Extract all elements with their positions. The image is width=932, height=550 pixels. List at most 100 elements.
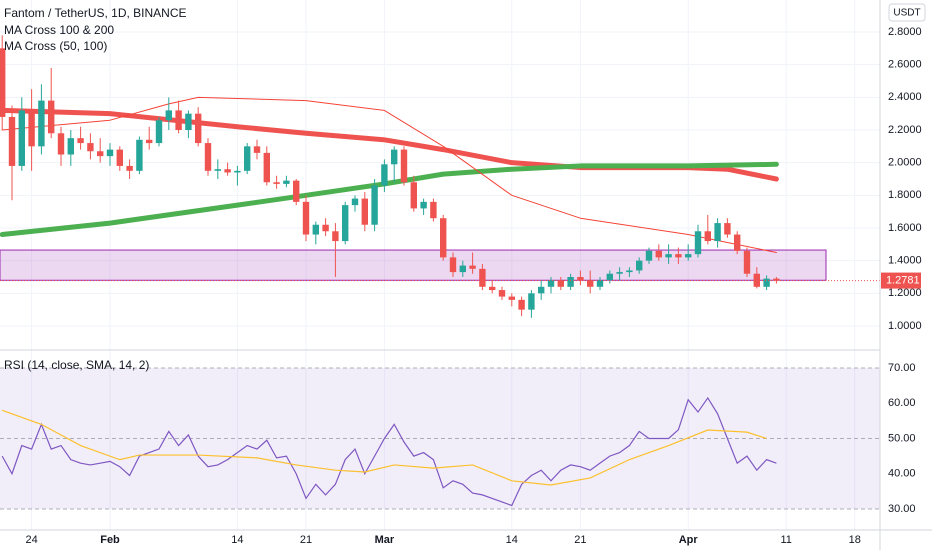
rsi-band [0, 367, 880, 509]
candle-body [596, 280, 604, 287]
y-tick-label: 1.6000 [888, 222, 922, 234]
overlay-legend: MA Cross 100 & 200 [4, 23, 114, 37]
candle-body [273, 182, 280, 184]
candle-body [293, 180, 300, 202]
candle-body [332, 231, 339, 242]
candle-body [214, 169, 221, 171]
candle-body [312, 224, 319, 235]
candle-body [489, 286, 496, 291]
candle-body [87, 143, 94, 152]
rsi-pane [0, 367, 880, 510]
candle-body [655, 250, 662, 258]
y-tick-label: 40.00 [888, 468, 916, 480]
candle-body [714, 223, 721, 242]
candle-body [665, 254, 672, 258]
candle-body [479, 268, 486, 287]
candle-body [77, 138, 84, 144]
candle-body [743, 250, 751, 274]
candle-body [244, 146, 251, 171]
candle-body [420, 201, 427, 209]
candle-body [381, 164, 388, 186]
candle-body [449, 257, 457, 273]
x-tick-label: 21 [574, 534, 586, 546]
candle-body [518, 299, 525, 310]
candle-body [283, 180, 290, 184]
x-tick-label: 14 [506, 534, 518, 546]
candle-body [704, 231, 711, 242]
candle-body [685, 254, 692, 258]
candle-body [165, 110, 172, 121]
candle-body [410, 182, 417, 209]
candle-body [18, 110, 25, 166]
candle-body [28, 110, 35, 147]
candle-body [224, 169, 231, 173]
y-tick-label: 30.00 [888, 503, 916, 515]
y-tick-label: 2.8000 [888, 26, 922, 38]
candle-body [645, 250, 653, 261]
indicator-line [1, 396, 777, 507]
candle-body [763, 278, 770, 287]
candle-body [430, 201, 437, 219]
rsi-title: RSI (14, close, SMA, 14, 2) [4, 358, 149, 372]
candle-body [263, 152, 270, 183]
candle-body [528, 293, 535, 310]
x-tick-label: 11 [780, 534, 791, 546]
candle-body [155, 120, 163, 144]
candle-body [204, 143, 212, 171]
candle-body [547, 280, 555, 287]
candle-body [391, 149, 398, 165]
candle-body [636, 260, 643, 271]
candle-body [577, 276, 584, 281]
candle-body [116, 149, 123, 166]
candle-body [616, 272, 623, 274]
x-tick-label: 14 [231, 534, 243, 546]
indicator-line [1, 409, 767, 486]
candle-body [440, 218, 447, 258]
candle-body [459, 265, 466, 273]
y-tick-label: 60.00 [888, 397, 916, 409]
moving-average [1, 96, 777, 253]
candle-body [0, 48, 6, 117]
y-tick-label: 1.0000 [888, 320, 922, 332]
candle-body [185, 113, 192, 131]
candle-body [8, 116, 16, 166]
x-tick-label: Feb [100, 534, 120, 546]
candle-body [234, 170, 241, 173]
candle-body [724, 223, 731, 235]
candle-body [400, 149, 408, 183]
candle-body [97, 151, 104, 157]
x-tick-label: Mar [375, 534, 395, 546]
candle-body [606, 273, 613, 281]
candle-body [694, 231, 702, 255]
y-tick-label: 50.00 [888, 432, 916, 444]
candle-body [557, 280, 564, 287]
candle-body [57, 133, 65, 155]
candle-body [508, 296, 515, 300]
candle-body [302, 201, 310, 235]
unit-label: USDT [893, 8, 920, 19]
candle-body [175, 110, 182, 131]
candle-body [567, 276, 574, 287]
candle-body [106, 149, 114, 157]
overlay-legend: MA Cross (50, 100) [4, 39, 107, 53]
x-tick-label: 24 [25, 534, 37, 546]
candle-body [538, 286, 545, 294]
candle-body [587, 280, 594, 287]
candle-body [351, 198, 359, 206]
candle-body [146, 139, 153, 144]
candle-body [498, 290, 506, 297]
y-tick-label: 1.2000 [888, 287, 922, 299]
x-tick-label: 18 [849, 534, 861, 546]
last-price-label: 1.2781 [886, 274, 920, 286]
candle-body [48, 100, 55, 134]
candle-body [322, 224, 329, 232]
chart-title: Fantom / TetherUS, 1D, BINANCE [4, 6, 187, 20]
candle-body [126, 165, 133, 171]
candle-body [371, 185, 378, 225]
x-tick-label: Apr [679, 534, 699, 546]
candle-body [136, 139, 143, 171]
y-tick-label: 2.2000 [888, 124, 922, 136]
unit-box[interactable] [888, 3, 926, 22]
